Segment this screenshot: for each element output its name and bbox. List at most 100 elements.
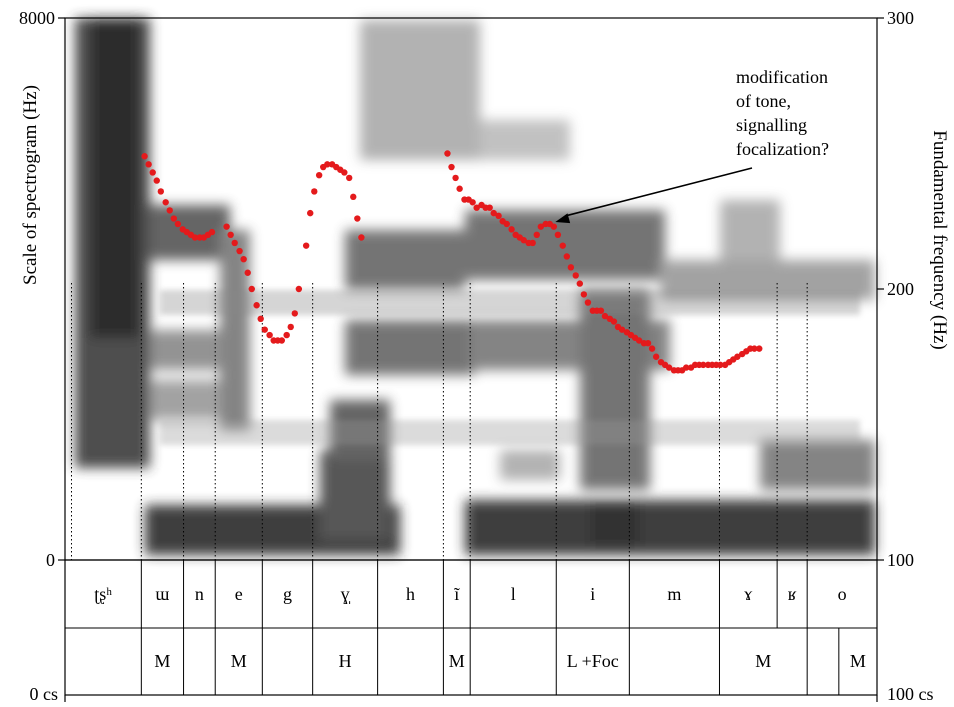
f0-point bbox=[597, 307, 605, 314]
f0-point bbox=[354, 215, 361, 222]
f0-point bbox=[350, 193, 357, 201]
tone-label: H bbox=[339, 651, 352, 671]
f0-point bbox=[346, 174, 353, 182]
right-tick-label-300: 300 bbox=[887, 8, 914, 28]
f0-point bbox=[563, 253, 571, 260]
f0-point bbox=[236, 247, 243, 255]
f0-point bbox=[610, 318, 618, 325]
segment-label: e bbox=[235, 584, 243, 604]
f0-point bbox=[554, 231, 562, 238]
tone-tier: M M H M L +Foc M M bbox=[140, 628, 866, 695]
f0-point bbox=[253, 302, 260, 309]
f0-point bbox=[648, 345, 656, 352]
f0-point bbox=[580, 291, 588, 298]
segment-label: h bbox=[406, 584, 415, 604]
left-axis-label: Scale of spectrogram (Hz) bbox=[20, 85, 41, 285]
f0-point bbox=[756, 345, 763, 352]
segment-label: n bbox=[195, 584, 204, 604]
f0-point bbox=[324, 161, 331, 168]
f0-point bbox=[149, 169, 156, 176]
f0-point bbox=[652, 353, 660, 360]
annotation-line-3: signalling bbox=[736, 115, 807, 135]
segment-label: ĩ bbox=[453, 584, 460, 604]
f0-point bbox=[278, 337, 286, 344]
f0-point bbox=[166, 207, 173, 214]
f0-point bbox=[302, 242, 310, 249]
f0-point bbox=[456, 185, 463, 192]
f0-point bbox=[495, 212, 502, 220]
segment-label: ʁ bbox=[788, 584, 797, 604]
right-tick-label-200: 200 bbox=[887, 279, 914, 299]
time-start-label: 0 cs bbox=[30, 684, 59, 704]
f0-point bbox=[448, 163, 455, 171]
annotation-line-4: focalization? bbox=[736, 139, 829, 159]
f0-point bbox=[452, 174, 459, 182]
annotation: modification of tone, signalling focaliz… bbox=[555, 62, 870, 224]
f0-point bbox=[244, 269, 251, 276]
f0-point bbox=[444, 150, 451, 157]
f0-point bbox=[618, 326, 626, 333]
f0-point bbox=[208, 228, 216, 236]
f0-point bbox=[665, 364, 673, 371]
f0-point bbox=[734, 353, 741, 360]
tone-label: M bbox=[449, 651, 465, 671]
f0-point bbox=[520, 237, 527, 244]
f0-point bbox=[341, 169, 348, 176]
f0-point bbox=[311, 188, 318, 195]
tone-label: M bbox=[755, 651, 771, 671]
left-tick-label-8000: 8000 bbox=[19, 8, 55, 28]
f0-point bbox=[223, 223, 230, 230]
tone-label: M bbox=[154, 651, 170, 671]
f0-point bbox=[537, 223, 545, 230]
segment-label: m bbox=[667, 584, 681, 604]
f0-point bbox=[240, 255, 247, 263]
f0-point bbox=[307, 209, 314, 217]
f0-point bbox=[231, 239, 238, 247]
f0-point bbox=[559, 242, 566, 249]
f0-point bbox=[567, 264, 575, 271]
segment-label: ɣ̩ bbox=[341, 584, 351, 604]
f0-point bbox=[486, 204, 493, 211]
f0-point bbox=[145, 161, 152, 168]
f0-point bbox=[751, 345, 758, 352]
time-end-label: 100 cs bbox=[887, 684, 934, 704]
left-tick-label-0: 0 bbox=[46, 550, 55, 570]
f0-point bbox=[533, 231, 540, 238]
f0-point bbox=[717, 361, 724, 369]
f0-point bbox=[529, 239, 536, 247]
f0-point bbox=[503, 220, 510, 228]
segment-label: l bbox=[511, 584, 516, 604]
annotation-line-2: of tone, bbox=[736, 91, 791, 111]
f0-point bbox=[287, 323, 294, 331]
f0-point bbox=[473, 204, 480, 211]
f0-point bbox=[358, 234, 365, 241]
right-axis-label: Fundamental frequency (Hz) bbox=[929, 130, 950, 349]
f0-point bbox=[601, 312, 609, 320]
f0-point bbox=[248, 285, 255, 293]
segment-label: ʈʂʰ bbox=[94, 584, 112, 604]
f0-point bbox=[490, 209, 497, 217]
f0-point bbox=[469, 199, 476, 206]
tone-label: L +Foc bbox=[567, 651, 619, 671]
tone-label: M bbox=[850, 651, 866, 671]
f0-point bbox=[170, 215, 178, 222]
segment-label: ɤ bbox=[744, 584, 752, 604]
f0-point bbox=[315, 171, 323, 179]
f0-series bbox=[141, 150, 763, 374]
segment-tier: ʈʂʰ ɯ n e g ɣ̩ h ĩ l i m ɤ ʁ o bbox=[94, 560, 847, 628]
f0-point bbox=[584, 299, 592, 306]
f0-point bbox=[227, 231, 234, 238]
segment-label: ɯ bbox=[155, 584, 169, 604]
f0-point bbox=[141, 153, 148, 160]
segment-label: g bbox=[283, 584, 292, 604]
f0-point bbox=[153, 177, 160, 184]
segment-label: i bbox=[590, 584, 595, 604]
f0-point bbox=[682, 364, 690, 371]
f0-point bbox=[644, 340, 652, 347]
annotation-arrow bbox=[565, 167, 753, 217]
f0-point bbox=[295, 285, 303, 293]
annotation-line-1: modification bbox=[736, 67, 828, 87]
f0-point bbox=[576, 280, 584, 287]
tone-label: M bbox=[231, 651, 247, 671]
